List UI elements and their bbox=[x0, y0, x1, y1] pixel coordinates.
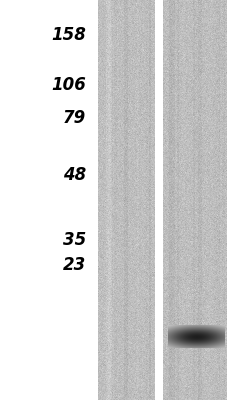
Text: 48: 48 bbox=[62, 166, 86, 184]
Text: 23: 23 bbox=[62, 256, 86, 274]
Text: 79: 79 bbox=[62, 109, 86, 127]
Text: 106: 106 bbox=[51, 76, 86, 94]
Text: 158: 158 bbox=[51, 26, 86, 44]
Text: 35: 35 bbox=[62, 231, 86, 249]
Bar bbox=[154, 0, 162, 400]
